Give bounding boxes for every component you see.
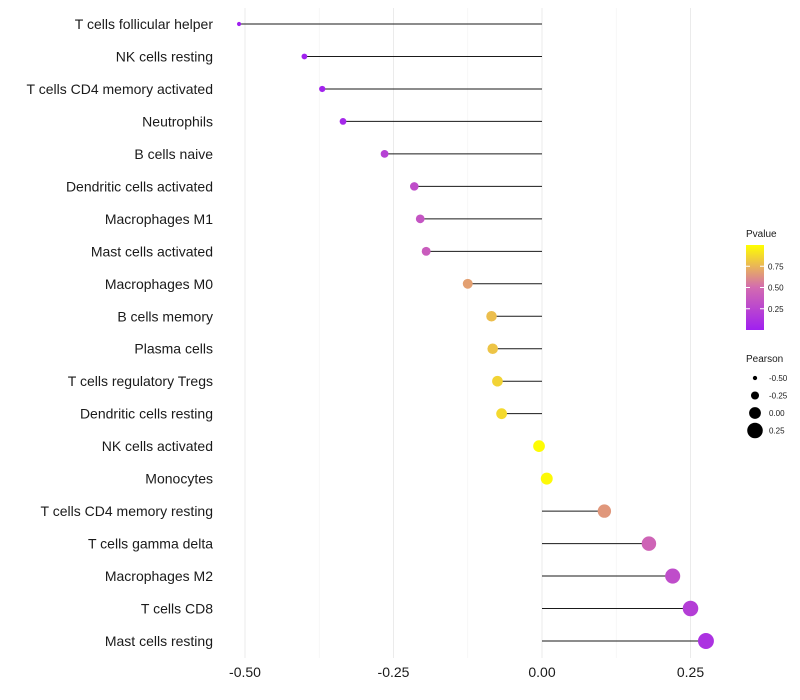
category-label: T cells CD4 memory resting: [41, 503, 213, 519]
size-legend-label: 0.00: [769, 409, 785, 418]
size-legend-dot: [750, 391, 760, 400]
point-t-cells-gamma-delta: [641, 536, 657, 551]
pearson-legend-title: Pearson: [746, 354, 783, 365]
lollipop-points: [236, 21, 714, 649]
lollipop-stems: [239, 23, 706, 642]
category-label: Macrophages M1: [105, 211, 213, 227]
colorbar-tick-label: 0.50: [768, 284, 784, 293]
grid-lines: [244, 8, 691, 658]
category-label: B cells naive: [134, 146, 213, 162]
x-tick-label: 0.25: [677, 664, 704, 680]
category-label: T cells regulatory Tregs: [68, 373, 213, 389]
category-label: Macrophages M2: [105, 568, 213, 584]
category-label: T cells gamma delta: [88, 536, 213, 552]
point-macrophages-m0: [462, 278, 473, 289]
point-macrophages-m1: [415, 214, 425, 224]
size-legend-label: -0.25: [769, 392, 788, 401]
colorbar-tick-label: 0.75: [768, 262, 784, 271]
category-label: Macrophages M0: [105, 276, 213, 292]
pvalue-legend: Pvalue 0.25 0.50 0.75: [746, 229, 784, 330]
pvalue-colorbar: [746, 245, 764, 330]
point-macrophages-m2: [665, 568, 681, 584]
category-label: T cells CD4 memory activated: [27, 81, 213, 97]
point-b-cells-naive: [380, 149, 389, 158]
point-dendritic-cells-activated: [410, 182, 419, 191]
category-label: Monocytes: [145, 471, 213, 487]
point-mast-cells-resting: [697, 633, 714, 649]
x-tick-label: 0.00: [528, 664, 555, 680]
category-label: Dendritic cells resting: [80, 406, 213, 422]
point-t-cells-regulatory-tregs: [492, 375, 503, 387]
category-label: Mast cells activated: [91, 243, 213, 259]
size-legend-label: -0.50: [769, 374, 788, 383]
category-label: T cells follicular helper: [75, 16, 214, 32]
category-label: B cells memory: [117, 308, 213, 324]
category-label: NK cells activated: [102, 438, 213, 454]
size-legend-label: 0.25: [769, 427, 785, 436]
x-tick-label: -0.25: [378, 664, 410, 680]
size-legend-dot: [747, 422, 763, 439]
point-dendritic-cells-resting: [496, 408, 507, 420]
point-nk-cells-resting: [301, 53, 308, 60]
point-t-cells-cd8: [682, 600, 699, 617]
category-label: Plasma cells: [134, 341, 213, 357]
category-label: T cells CD8: [141, 601, 213, 617]
point-monocytes: [540, 472, 553, 485]
point-b-cells-memory: [486, 311, 497, 322]
category-label: Neutrophils: [142, 113, 213, 129]
x-tick-label: -0.50: [229, 664, 261, 680]
category-labels: T cells follicular helper NK cells restin…: [27, 16, 214, 649]
point-t-cells-follicular-helper: [236, 21, 242, 27]
point-plasma-cells: [487, 343, 498, 355]
category-label: Mast cells resting: [105, 633, 213, 649]
category-label: NK cells resting: [116, 48, 213, 64]
point-mast-cells-activated: [421, 246, 431, 256]
point-neutrophils: [339, 118, 347, 125]
point-nk-cells-activated: [533, 440, 545, 453]
category-label: Dendritic cells activated: [66, 178, 213, 194]
size-legend-dot: [749, 407, 761, 419]
x-axis-tick-labels: -0.50 -0.25 0.00 0.25: [229, 664, 704, 680]
colorbar-tick-label: 0.25: [768, 305, 784, 314]
point-t-cells-cd4-memory-activated: [319, 85, 326, 93]
pvalue-legend-title: Pvalue: [746, 229, 777, 240]
size-legend-dot: [752, 375, 758, 381]
pearson-legend: Pearson -0.50 -0.25 0.00 0.25: [746, 354, 788, 439]
point-t-cells-cd4-memory-resting: [597, 504, 612, 518]
